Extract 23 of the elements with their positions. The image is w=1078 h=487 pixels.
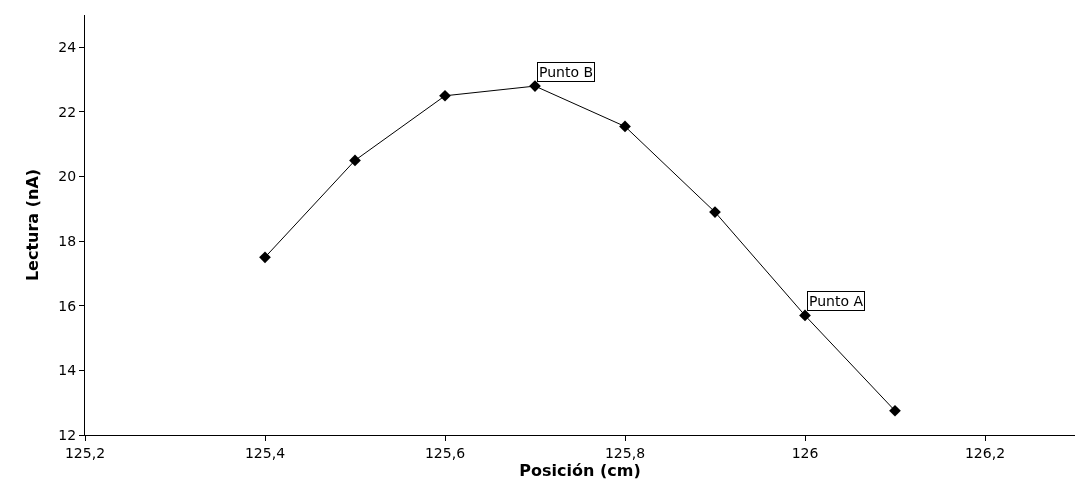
x-tick-label: 125,6 (424, 444, 466, 461)
x-tick-label: 125,8 (604, 444, 646, 461)
y-tick-label: 14 (58, 362, 77, 379)
x-tick-label: 126 (791, 444, 819, 461)
annotation: Punto B (539, 64, 594, 80)
point (259, 251, 271, 264)
x-tick-label: 125,4 (244, 444, 286, 461)
y-tick-label: 16 (58, 297, 77, 314)
point (799, 309, 811, 322)
y-tick-label: 20 (58, 168, 77, 185)
annotation: Punto A (809, 293, 864, 309)
point (619, 120, 631, 133)
y-tick-label: 22 (58, 103, 77, 120)
point (439, 89, 451, 102)
y-tick-label: 12 (58, 426, 77, 443)
point (889, 404, 901, 417)
x-tick-label: 126,2 (964, 444, 1006, 461)
point (349, 154, 361, 167)
x-tick-label: 125,2 (64, 444, 106, 461)
x-axis-title: Posición (cm) (519, 460, 641, 480)
y-tick-label: 24 (58, 39, 77, 56)
y-axis-title: Lectura (nA) (23, 168, 43, 282)
y-tick-label: 18 (58, 233, 77, 250)
